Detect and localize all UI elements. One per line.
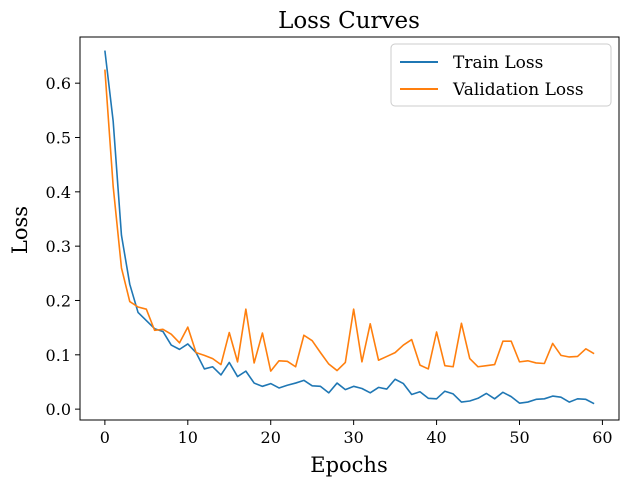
x-tick-label: 40: [426, 428, 446, 447]
x-tick-label: 50: [509, 428, 529, 447]
y-tick-label: 0.0: [46, 400, 71, 419]
x-tick-label: 10: [178, 428, 198, 447]
y-tick-label: 0.3: [46, 237, 71, 256]
chart-title: Loss Curves: [278, 8, 420, 34]
y-tick-label: 0.1: [46, 346, 71, 365]
x-tick-label: 0: [100, 428, 110, 447]
y-tick-label: 0.2: [46, 291, 71, 310]
y-axis-label: Loss: [8, 206, 32, 254]
y-tick-label: 0.4: [46, 183, 71, 202]
series-line-1: [104, 69, 595, 372]
x-axis-label: Epochs: [310, 453, 387, 477]
y-tick-label: 0.6: [46, 74, 71, 93]
x-tick-label: 60: [592, 428, 612, 447]
legend-label-0: Train Loss: [453, 53, 543, 73]
legend-box: [390, 43, 612, 107]
series-line-0: [104, 50, 595, 405]
y-tick-label: 0.5: [46, 129, 71, 148]
plot-frame: [79, 36, 620, 421]
tick-layer: 0 10 20 30 40 50 60 0.0 0.1 0.2 0.3 0.4 0.5 0.6: [46, 74, 613, 447]
x-tick-label: 30: [343, 428, 363, 447]
series-layer: [104, 50, 595, 405]
legend-label-1: Validation Loss: [452, 80, 584, 100]
x-tick-label: 20: [261, 428, 281, 447]
legend: Train Loss Validation Loss: [390, 43, 612, 107]
